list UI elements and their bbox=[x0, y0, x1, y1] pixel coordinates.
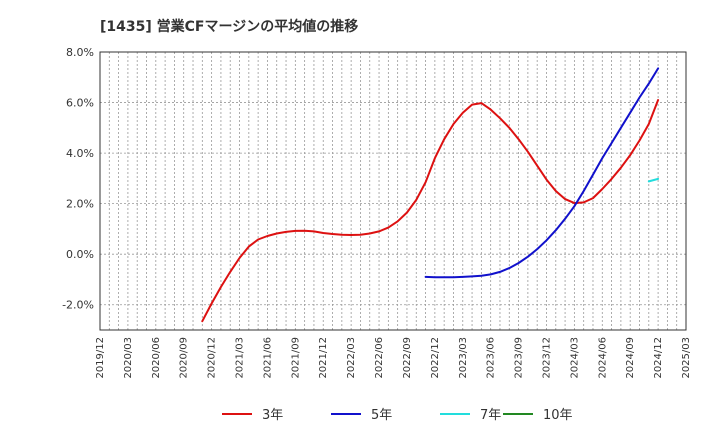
x-tick-label: 2025/03 bbox=[681, 337, 692, 379]
chart-title: [1435] 営業CFマージンの平均値の推移 bbox=[100, 18, 358, 35]
x-tick-label: 2023/03 bbox=[458, 337, 469, 379]
x-tick-label: 2024/03 bbox=[569, 337, 580, 379]
x-tick-label: 2024/06 bbox=[597, 337, 608, 379]
x-tick-label: 2020/12 bbox=[207, 337, 218, 379]
y-tick-label: 4.0% bbox=[66, 147, 94, 160]
y-tick-label: 2.0% bbox=[66, 198, 94, 211]
legend-label-4: 10年 bbox=[543, 408, 573, 423]
grid bbox=[100, 52, 686, 330]
x-tick-label: 2021/09 bbox=[290, 337, 301, 379]
x-tick-label: 2019/12 bbox=[95, 337, 106, 379]
x-tick-label: 2020/03 bbox=[123, 337, 134, 379]
x-tick-label: 2023/09 bbox=[514, 337, 525, 379]
legend-label-2: 5年 bbox=[371, 408, 392, 423]
x-tick-label: 2024/09 bbox=[625, 337, 636, 379]
series-line-3 bbox=[647, 177, 660, 183]
y-tick-label: 8.0% bbox=[66, 46, 94, 59]
legend: 3年 5年 7年 10年 bbox=[222, 408, 573, 423]
series-group bbox=[201, 67, 660, 323]
x-tick-label: 2024/12 bbox=[653, 337, 664, 379]
x-tick-label: 2020/06 bbox=[151, 337, 162, 379]
series-line-2 bbox=[424, 67, 660, 279]
x-tick-label: 2021/12 bbox=[318, 337, 329, 379]
x-tick-label: 2021/06 bbox=[262, 337, 273, 379]
legend-label-3: 7年 bbox=[480, 408, 501, 423]
x-tick-label: 2022/12 bbox=[430, 337, 441, 379]
x-tick-label: 2021/03 bbox=[235, 337, 246, 379]
y-axis-ticks: -2.0% 0.0% 2.0% 4.0% 6.0% 8.0% bbox=[62, 46, 94, 312]
series-line-1 bbox=[201, 99, 660, 323]
x-axis-ticks: 2019/12 2020/03 2020/06 2020/09 2020/12 2021/… bbox=[95, 337, 692, 379]
x-tick-label: 2022/03 bbox=[346, 337, 357, 379]
y-tick-label: -2.0% bbox=[62, 299, 94, 312]
plot-frame bbox=[99, 51, 687, 331]
y-tick-label: 0.0% bbox=[66, 248, 94, 261]
x-tick-label: 2022/06 bbox=[374, 337, 385, 379]
x-tick-label: 2023/12 bbox=[541, 337, 552, 379]
x-tick-label: 2022/09 bbox=[402, 337, 413, 379]
y-tick-label: 6.0% bbox=[66, 97, 94, 110]
x-tick-label: 2020/09 bbox=[179, 337, 190, 379]
legend-label-1: 3年 bbox=[262, 408, 283, 423]
x-tick-label: 2023/06 bbox=[486, 337, 497, 379]
